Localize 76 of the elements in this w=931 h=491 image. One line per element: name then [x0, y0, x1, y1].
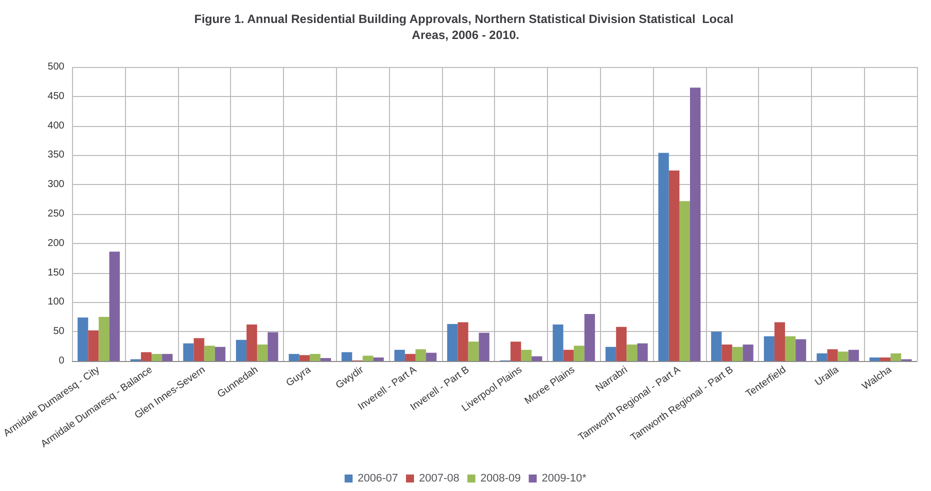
bar: [78, 317, 88, 361]
bar: [827, 349, 838, 361]
bar: [848, 350, 859, 361]
bar: [299, 355, 310, 361]
bar: [404, 354, 416, 361]
bar: [563, 350, 574, 361]
bar: [236, 340, 247, 361]
bar: [869, 357, 880, 361]
y-tick-label: 300: [48, 179, 65, 190]
bar: [890, 353, 902, 361]
y-tick-label: 100: [48, 296, 65, 308]
bar: [785, 336, 796, 361]
bar: [606, 346, 616, 361]
bar: [88, 330, 99, 361]
bar: [521, 350, 532, 361]
legend-label: 2007-08: [418, 472, 460, 484]
bar: [109, 252, 120, 361]
bar: [574, 346, 584, 361]
bar: [796, 339, 806, 361]
bar: [742, 344, 754, 361]
bar: [194, 338, 204, 361]
y-tick-label: 500: [48, 62, 65, 72]
bar: [468, 342, 479, 361]
bar: [140, 352, 152, 361]
bar: [668, 170, 680, 361]
bar: [204, 346, 215, 361]
bar: [458, 322, 468, 361]
y-tick-label: 450: [48, 90, 65, 102]
bar: [394, 350, 405, 361]
bar: [626, 344, 638, 361]
bar: [478, 332, 490, 361]
bar: [162, 354, 173, 361]
bar: [764, 336, 774, 361]
legend-label: 2008-09: [480, 472, 521, 484]
bar: [246, 324, 258, 361]
bar: [584, 314, 595, 361]
bar: [152, 354, 162, 361]
bar: [679, 201, 690, 361]
bar: [183, 343, 194, 361]
bar: [722, 344, 732, 361]
bar: [288, 354, 300, 361]
bar: [658, 152, 669, 361]
bar: [732, 346, 743, 361]
y-tick-label: 150: [48, 267, 65, 278]
chart-title: Figure 1. Annual Residential Building Approvals, Northern Statistical Division Statistical Local Areas, 2006 - 2010.: [194, 12, 737, 42]
y-tick-label: 200: [48, 238, 65, 249]
bar: [816, 353, 828, 361]
bar: [774, 322, 786, 361]
bar: [98, 316, 110, 361]
bar: [257, 344, 268, 361]
bar: [510, 342, 522, 361]
y-tick-label: 400: [48, 120, 65, 132]
y-tick-label: 0: [58, 356, 65, 366]
bar: [415, 349, 426, 361]
bar: [426, 352, 437, 361]
bar: [552, 324, 564, 361]
bar: [838, 352, 848, 361]
bar: [447, 324, 458, 361]
bar: [532, 356, 542, 361]
bar: [214, 346, 226, 361]
bar: [880, 357, 891, 361]
bar: [310, 354, 320, 361]
bar: [711, 332, 722, 361]
bar: [690, 88, 701, 361]
bar: [342, 352, 352, 361]
y-tick-label: 50: [53, 326, 65, 338]
bar: [320, 358, 331, 361]
legend-label: 2006-07: [358, 472, 398, 484]
y-tick-label: 250: [48, 208, 65, 220]
bar: [362, 356, 374, 361]
bar: [373, 357, 384, 361]
legend-label: 2009-10*: [542, 472, 588, 484]
bar: [268, 332, 278, 361]
bar: [616, 326, 627, 361]
bar: [637, 343, 648, 361]
y-tick-label: 350: [48, 150, 65, 161]
